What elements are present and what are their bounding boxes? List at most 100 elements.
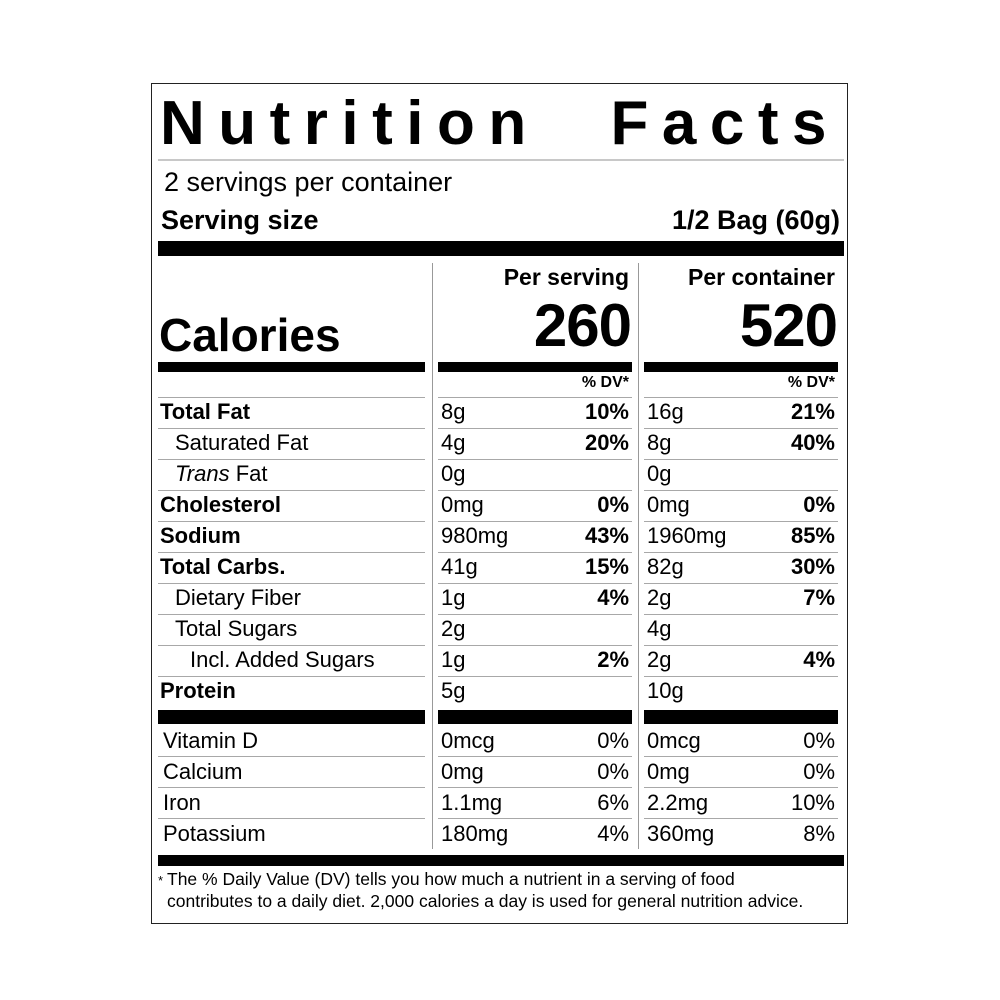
row-divider <box>158 614 425 615</box>
container-amount: 0mcg <box>647 728 701 753</box>
nutrient-name: Dietary Fiber <box>175 585 301 610</box>
serving-dv: 15% <box>584 554 629 579</box>
row-divider <box>158 459 425 460</box>
nutrition-label <box>151 83 848 924</box>
divider <box>158 159 844 161</box>
row-divider <box>438 787 632 788</box>
row-divider <box>158 676 425 677</box>
column-divider <box>638 263 639 849</box>
container-amount: 1960mg <box>647 523 727 548</box>
nutrient-name: Total Sugars <box>175 616 298 641</box>
serving-dv: 2% <box>597 647 629 672</box>
serving-amount: 41g <box>441 554 478 579</box>
row-divider <box>438 397 632 398</box>
container-dv: 40% <box>790 430 835 455</box>
container-dv: 4% <box>803 647 835 672</box>
row-divider <box>158 645 425 646</box>
row-divider <box>644 490 838 491</box>
row-divider <box>644 676 838 677</box>
calories-label: Calories <box>159 309 341 361</box>
container-dv: 7% <box>803 585 835 610</box>
serving-amount: 0mg <box>441 759 484 784</box>
row-divider <box>158 397 425 398</box>
container-amount: 10g <box>647 678 684 703</box>
row-divider <box>644 614 838 615</box>
serving-dv: 10% <box>584 399 629 424</box>
nutrient-name: Sodium <box>160 523 241 548</box>
per-container-header: Per container <box>688 264 835 290</box>
serving-dv: 0% <box>597 492 629 517</box>
row-divider <box>158 787 425 788</box>
nutrient-name: Total Fat <box>160 399 251 424</box>
nutrient-name-italic: Trans <box>175 461 230 486</box>
row-divider <box>644 459 838 460</box>
label-title: Nutrition Facts <box>160 89 840 158</box>
serving-dv: 6% <box>597 790 629 815</box>
serving-size-label: Serving size <box>161 205 319 235</box>
vitamin-name: Calcium <box>163 759 243 784</box>
row-divider <box>158 428 425 429</box>
dv-header: % DV* <box>787 374 835 391</box>
thick-divider <box>158 855 844 866</box>
calories-per-container: 520 <box>739 292 838 359</box>
row-divider <box>158 521 425 522</box>
vitamin-name: Vitamin D <box>163 728 258 753</box>
vitamin-name: Potassium <box>163 821 266 846</box>
serving-amount: 0mcg <box>441 728 495 753</box>
container-amount: 82g <box>647 554 684 579</box>
row-divider <box>438 428 632 429</box>
row-divider <box>644 552 838 553</box>
container-dv: 0% <box>803 759 835 784</box>
nutrient-name: Incl. Added Sugars <box>190 647 375 672</box>
container-dv: 21% <box>790 399 835 424</box>
row-divider <box>438 459 632 460</box>
row-divider <box>644 645 838 646</box>
row-divider <box>438 521 632 522</box>
row-divider <box>438 552 632 553</box>
per-serving-header: Per serving <box>503 264 629 290</box>
container-amount: 0mg <box>647 492 690 517</box>
thick-divider <box>438 362 632 372</box>
container-dv: 30% <box>790 554 835 579</box>
row-divider <box>158 756 425 757</box>
row-divider <box>158 583 425 584</box>
thick-divider <box>158 710 425 724</box>
serving-amount: 4g <box>441 430 466 455</box>
nutrient-name: Saturated Fat <box>175 430 309 455</box>
row-divider <box>644 428 838 429</box>
thick-divider <box>158 241 844 256</box>
row-divider <box>158 818 425 819</box>
serving-amount: 0g <box>441 461 466 486</box>
nutrient-name-rest: Fat <box>229 461 268 486</box>
row-divider <box>438 645 632 646</box>
container-dv: 10% <box>790 790 835 815</box>
serving-amount: 1.1mg <box>441 790 503 815</box>
row-divider <box>644 397 838 398</box>
serving-dv: 20% <box>584 430 629 455</box>
row-divider <box>158 552 425 553</box>
container-amount: 2g <box>647 585 672 610</box>
serving-dv: 4% <box>597 585 629 610</box>
servings-per-container: 2 servings per container <box>164 167 453 197</box>
thick-divider <box>158 362 425 372</box>
serving-amount: 5g <box>441 678 466 703</box>
footnote-line-1: The % Daily Value (DV) tells you how muc… <box>167 869 735 889</box>
serving-dv: 0% <box>597 759 629 784</box>
container-amount: 2.2mg <box>647 790 709 815</box>
container-amount: 0g <box>647 461 672 486</box>
row-divider <box>158 490 425 491</box>
row-divider <box>644 756 838 757</box>
nutrient-name: Total Carbs. <box>160 554 286 579</box>
serving-dv: 0% <box>597 728 629 753</box>
container-amount: 2g <box>647 647 672 672</box>
thick-divider <box>438 710 632 724</box>
serving-amount: 2g <box>441 616 466 641</box>
row-divider <box>438 583 632 584</box>
container-amount: 360mg <box>647 821 715 846</box>
container-dv: 85% <box>790 523 835 548</box>
row-divider <box>438 676 632 677</box>
row-divider <box>644 787 838 788</box>
vitamin-name: Iron <box>163 790 201 815</box>
serving-size-value: 1/2 Bag (60g) <box>671 205 840 235</box>
serving-amount: 8g <box>441 399 466 424</box>
